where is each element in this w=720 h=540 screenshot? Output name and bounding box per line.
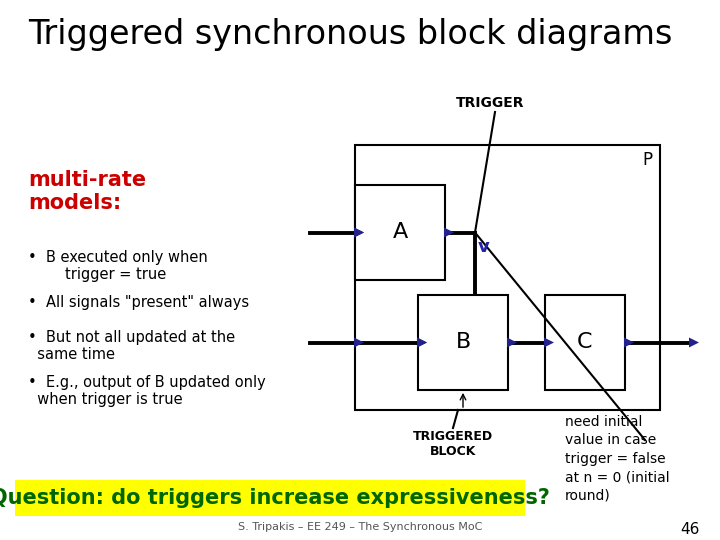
Text: S. Tripakis – EE 249 – The Synchronous MoC: S. Tripakis – EE 249 – The Synchronous M…	[238, 522, 482, 532]
Text: 46: 46	[680, 522, 700, 537]
Text: TRIGGERED
BLOCK: TRIGGERED BLOCK	[413, 430, 493, 458]
Text: •  B executed only when
        trigger = true: • B executed only when trigger = true	[28, 250, 208, 282]
Polygon shape	[624, 338, 634, 348]
Polygon shape	[354, 227, 364, 238]
Text: P: P	[642, 151, 652, 169]
Bar	[418, 295, 508, 390]
Text: Triggered synchronous block diagrams: Triggered synchronous block diagrams	[28, 18, 672, 51]
Bar	[545, 295, 625, 390]
Text: v: v	[478, 239, 490, 256]
Polygon shape	[444, 227, 454, 238]
Text: TRIGGER: TRIGGER	[456, 96, 524, 110]
Polygon shape	[544, 338, 554, 348]
Text: A: A	[392, 222, 408, 242]
Text: Question: do triggers increase expressiveness?: Question: do triggers increase expressiv…	[0, 488, 550, 508]
Polygon shape	[354, 338, 364, 348]
Text: B: B	[455, 333, 471, 353]
Polygon shape	[507, 338, 517, 348]
Polygon shape	[354, 227, 364, 238]
Text: C: C	[577, 333, 593, 353]
Bar	[15, 480, 525, 516]
Text: multi-rate
models:: multi-rate models:	[28, 170, 146, 213]
Polygon shape	[417, 338, 427, 348]
Text: need initial
value in case
trigger = false
at n = 0 (initial
round): need initial value in case trigger = fal…	[565, 415, 670, 503]
Polygon shape	[689, 338, 699, 348]
Text: •  But not all updated at the
  same time: • But not all updated at the same time	[28, 330, 235, 362]
Polygon shape	[417, 338, 427, 348]
Text: •  All signals "present" always: • All signals "present" always	[28, 295, 249, 310]
Bar	[355, 185, 445, 280]
Text: •  E.g., output of B updated only
  when trigger is true: • E.g., output of B updated only when tr…	[28, 375, 266, 407]
Bar	[355, 145, 660, 410]
